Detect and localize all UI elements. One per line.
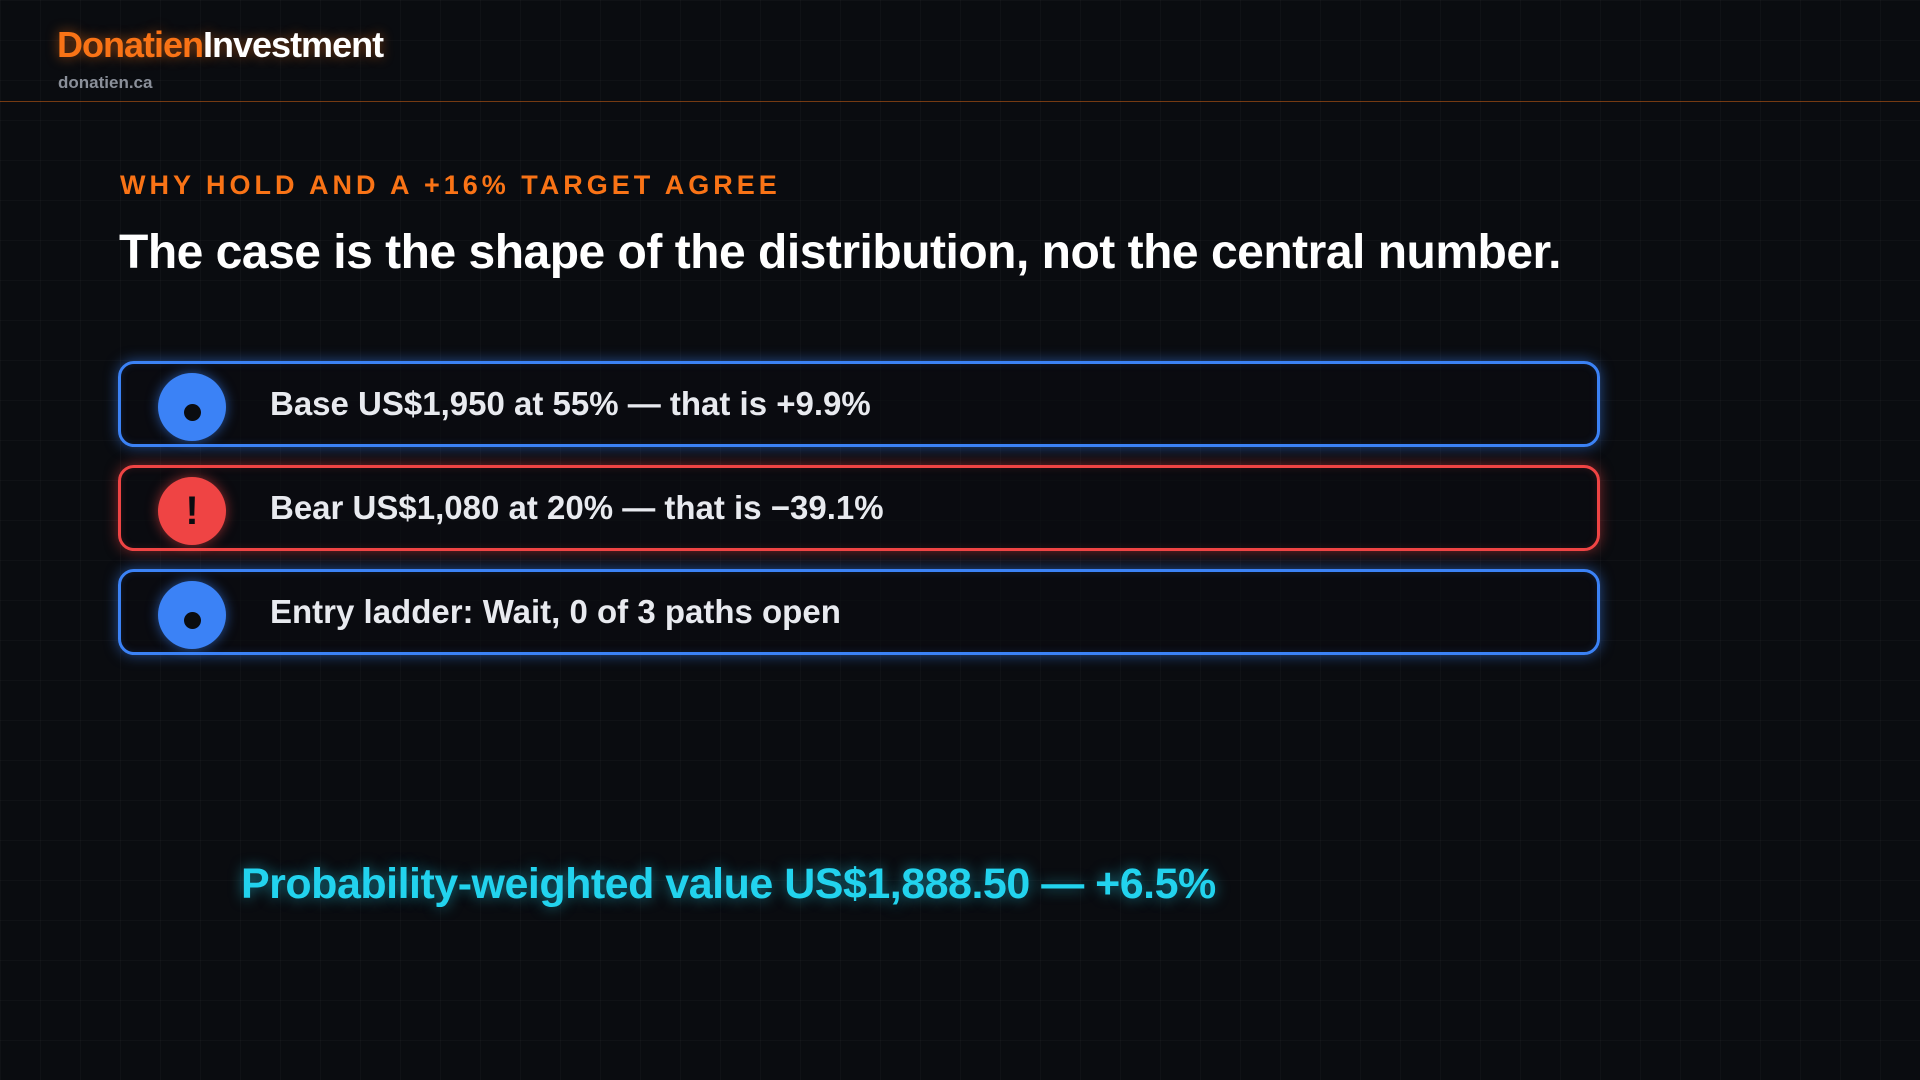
brand-name-part1: Donatien — [57, 24, 204, 65]
scenario-card-text: Entry ladder: Wait, 0 of 3 paths open — [270, 593, 841, 630]
brand-name-part2: Investment — [203, 24, 384, 65]
slide-eyebrow: WHY HOLD AND A +16% TARGET AGREE — [120, 170, 781, 200]
scenario-card-base: Base US$1,950 at 55% — that is +9.9% — [118, 361, 1600, 447]
brand-domain: donatien.ca — [58, 73, 153, 92]
probability-weighted-value: Probability-weighted value US$1,888.50 —… — [241, 860, 1216, 908]
slide-headline: The case is the shape of the distributio… — [119, 226, 1561, 279]
exclamation-icon: ! — [158, 477, 226, 545]
scenario-card-text: Base US$1,950 at 55% — that is +9.9% — [270, 385, 871, 422]
scenario-card-text: Bear US$1,080 at 20% — that is −39.1% — [270, 489, 884, 526]
scenario-list: Base US$1,950 at 55% — that is +9.9% ! B… — [118, 361, 1602, 673]
header: DonatienInvestment donatien.ca — [0, 0, 1920, 102]
dot-icon — [158, 581, 226, 649]
scenario-card-bear: ! Bear US$1,080 at 20% — that is −39.1% — [118, 465, 1600, 551]
dot-icon — [158, 373, 226, 441]
brand-logo[interactable]: DonatienInvestment — [57, 24, 384, 66]
scenario-card-entry-ladder: Entry ladder: Wait, 0 of 3 paths open — [118, 569, 1600, 655]
